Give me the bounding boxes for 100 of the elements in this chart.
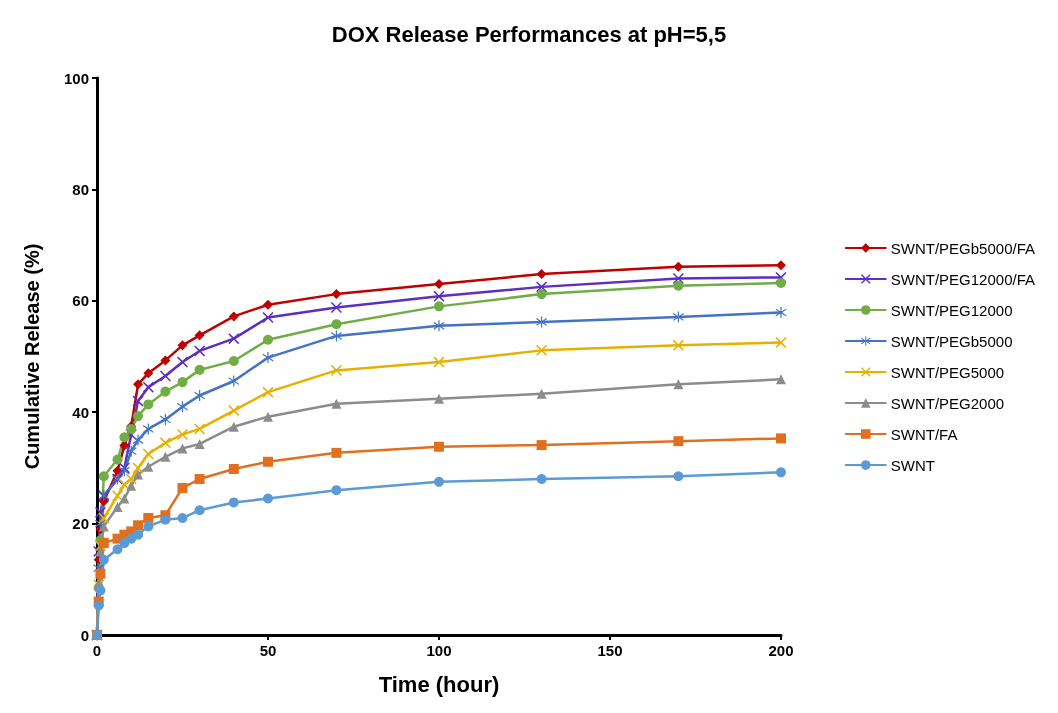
point [228, 405, 240, 417]
point [194, 389, 206, 401]
point [194, 438, 205, 449]
x-tick-label: 150 [597, 642, 623, 659]
point [143, 399, 154, 410]
x-tick-label: 200 [768, 642, 794, 659]
point [536, 474, 547, 485]
legend-label: SWNT/PEG12000/FA [890, 270, 1036, 288]
point [776, 433, 786, 444]
point [673, 379, 684, 390]
point [262, 386, 274, 398]
y-tick-label: 100 [63, 69, 89, 87]
legend-label: SWNT [890, 456, 935, 474]
point [330, 330, 342, 342]
point [434, 279, 444, 290]
point [434, 393, 444, 404]
point [331, 398, 342, 409]
point [177, 401, 188, 413]
y-tick-label: 20 [72, 515, 89, 533]
point [133, 411, 144, 422]
chart-title: DOX Release Performances at pH=5,5 [331, 21, 727, 47]
point [177, 428, 188, 440]
point [434, 476, 444, 487]
point [98, 471, 109, 482]
point [142, 381, 154, 393]
point [433, 356, 445, 368]
point [98, 512, 110, 524]
point [776, 260, 786, 271]
point [119, 432, 130, 443]
point [142, 448, 154, 460]
point [263, 411, 273, 422]
y-tick-label: 80 [72, 180, 89, 198]
point [160, 386, 171, 397]
point [673, 471, 684, 482]
point [228, 355, 239, 366]
y-axis-title: Cumulative Release (%) [21, 243, 43, 470]
point [673, 280, 684, 291]
point [673, 436, 684, 447]
point [262, 312, 274, 324]
legend-label: SWNT/FA [890, 425, 958, 443]
x-tick-label: 50 [259, 642, 277, 659]
point [672, 311, 684, 323]
point [672, 339, 684, 351]
point [143, 461, 154, 472]
point [673, 261, 684, 272]
point [98, 554, 109, 565]
point [160, 451, 171, 462]
point [177, 443, 188, 454]
point [775, 307, 787, 318]
point [112, 454, 123, 465]
legend-label: SWNT/PEGb5000/FA [890, 239, 1036, 257]
point [143, 513, 154, 524]
point [177, 482, 188, 493]
point [132, 395, 144, 407]
point [536, 316, 548, 328]
point [194, 423, 206, 435]
legend-label: SWNT/PEG5000 [890, 363, 1005, 381]
point [160, 514, 171, 525]
point [159, 437, 171, 449]
point [263, 299, 273, 310]
point [263, 493, 273, 504]
point [263, 334, 273, 345]
point [132, 434, 144, 446]
point [776, 374, 786, 385]
y-tick-label: 40 [72, 403, 89, 421]
point [194, 364, 205, 375]
point [228, 333, 240, 345]
point [112, 501, 123, 512]
point [331, 319, 342, 330]
point [194, 330, 205, 341]
point [133, 379, 144, 390]
point [434, 441, 444, 452]
point [143, 368, 154, 379]
point [159, 413, 171, 425]
point [160, 355, 171, 366]
point [177, 340, 188, 351]
x-tick-label: 100 [426, 642, 452, 659]
y-tick-label: 0 [80, 626, 89, 644]
point [776, 277, 786, 288]
point [194, 474, 205, 485]
point [194, 505, 205, 516]
point [262, 352, 274, 364]
point [159, 370, 171, 382]
point [331, 485, 342, 496]
point [228, 497, 239, 508]
point [536, 269, 547, 280]
x-axis-title: Time (hour) [378, 671, 500, 697]
legend-label: SWNT/PEGb5000 [890, 332, 1013, 350]
point [119, 538, 130, 549]
point [112, 544, 123, 555]
point [95, 568, 106, 579]
point [143, 521, 154, 532]
point [330, 301, 342, 313]
point [177, 377, 188, 388]
point [177, 513, 188, 524]
point [536, 388, 547, 399]
point [536, 440, 547, 451]
point [132, 462, 144, 474]
point [93, 600, 104, 611]
point [331, 447, 342, 458]
